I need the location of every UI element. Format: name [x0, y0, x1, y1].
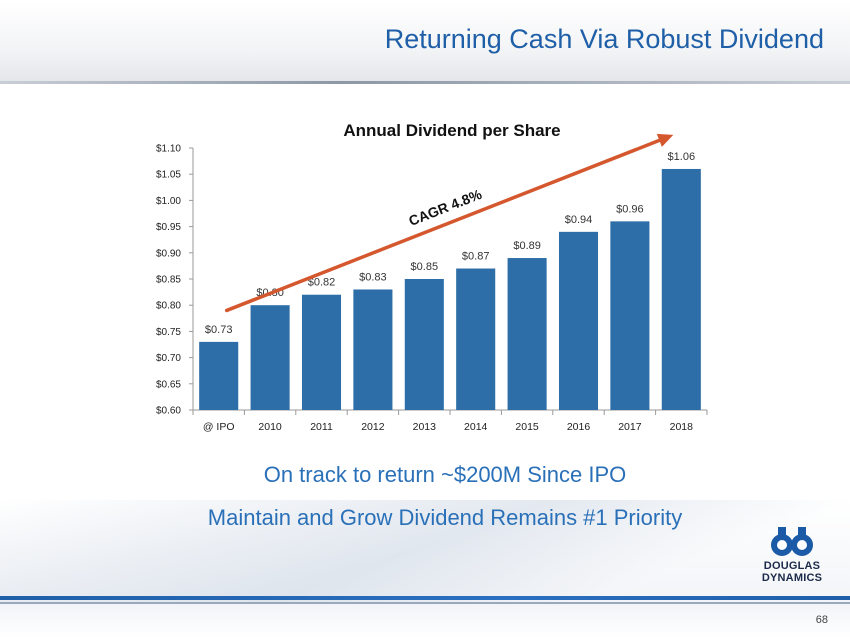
data-label: $0.94 — [565, 214, 593, 226]
y-tick-label: $0.70 — [156, 353, 181, 364]
bar — [404, 279, 444, 410]
header-band — [0, 0, 850, 82]
x-tick-label: 2012 — [361, 421, 385, 433]
bottom-base — [0, 604, 850, 638]
x-tick-label: 2011 — [310, 421, 333, 433]
x-tick-label: 2014 — [464, 421, 488, 433]
x-tick-label: 2018 — [670, 421, 694, 433]
bottom-accent-line-thin — [0, 602, 850, 604]
data-label: $0.82 — [308, 277, 336, 289]
cagr-annotation: CAGR 4.8% — [406, 186, 484, 229]
data-label: $1.06 — [668, 151, 696, 163]
x-tick-label: @ IPO — [203, 421, 235, 433]
x-tick-label: 2016 — [567, 421, 591, 433]
y-tick-label: $0.80 — [156, 301, 181, 312]
x-tick-label: 2013 — [413, 421, 437, 433]
y-tick-label: $1.00 — [156, 196, 181, 207]
logo-text-line-2: DYNAMICS — [761, 572, 823, 584]
bar — [507, 258, 547, 410]
data-label: $0.85 — [411, 261, 439, 273]
y-tick-label: $0.65 — [156, 379, 181, 390]
bar — [301, 294, 342, 410]
y-tick-label: $0.90 — [156, 248, 181, 259]
y-tick-label: $1.10 — [156, 144, 181, 155]
bar — [558, 231, 599, 410]
douglas-dynamics-logo-icon — [771, 527, 813, 556]
bar — [661, 168, 701, 410]
data-label: $0.87 — [462, 251, 490, 263]
y-tick-label: $0.60 — [156, 406, 181, 417]
bar — [353, 289, 393, 410]
bottom-accent-line — [0, 596, 850, 600]
data-label: $0.73 — [205, 324, 233, 336]
dividend-bar-chart: Annual Dividend per Share $0.60 $0.65 $0.70… — [156, 121, 708, 433]
page-number: 68 — [815, 614, 828, 626]
y-tick-label: $0.85 — [156, 275, 181, 286]
y-tick-label: $1.05 — [156, 170, 181, 181]
subtext-line-1: On track to return ~$200M Since IPO — [263, 462, 627, 487]
bar — [610, 221, 650, 410]
subtext-line-2: Maintain and Grow Dividend Remains #1 Pr… — [207, 505, 683, 530]
data-label: $0.96 — [616, 203, 644, 215]
data-label: $0.89 — [513, 240, 541, 252]
bar — [250, 305, 290, 410]
trend-arrow-head — [656, 133, 674, 147]
slide-title: Returning Cash Via Robust Dividend — [384, 24, 824, 54]
y-tick-label: $0.95 — [156, 222, 181, 233]
x-tick-label: 2015 — [515, 421, 539, 433]
x-tick-label: 2010 — [258, 421, 282, 433]
bar — [456, 268, 496, 410]
data-label: $0.83 — [359, 271, 387, 283]
trend-arrow-line — [224, 138, 662, 313]
douglas-dynamics-logo: DOUGLAS DYNAMICS — [752, 525, 832, 585]
chart-title: Annual Dividend per Share — [343, 121, 560, 140]
y-tick-label: $0.75 — [156, 327, 181, 338]
bar — [199, 341, 239, 410]
header-divider — [0, 81, 850, 84]
x-tick-label: 2017 — [618, 421, 642, 433]
logo-text-line-1: DOUGLAS — [763, 560, 821, 572]
